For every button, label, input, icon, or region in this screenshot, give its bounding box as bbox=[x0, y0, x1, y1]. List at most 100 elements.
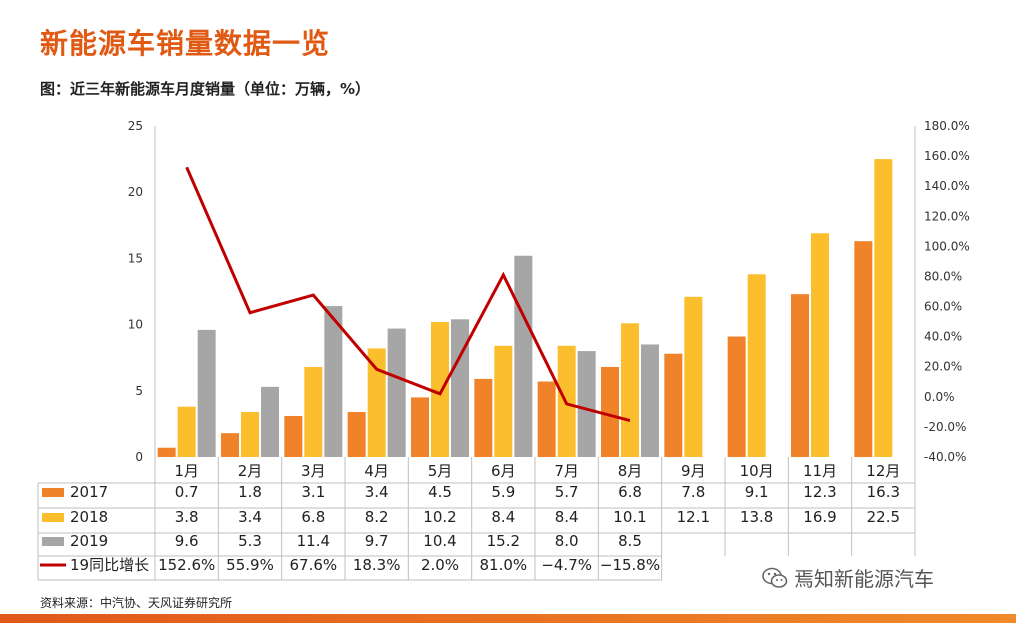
data-label: 5.7 bbox=[555, 483, 579, 501]
y-left-tick: 5 bbox=[135, 384, 143, 398]
data-label: 8.2 bbox=[365, 508, 389, 526]
bar-2019 bbox=[261, 386, 279, 457]
bar-2017 bbox=[284, 415, 303, 457]
data-label: 67.6% bbox=[290, 556, 338, 574]
bar-2018 bbox=[494, 345, 513, 457]
data-label: 8.4 bbox=[555, 508, 579, 526]
source-note: 资料来源：中汽协、天风证券研究所 bbox=[40, 596, 233, 610]
y-right-tick: 100.0% bbox=[924, 239, 970, 253]
data-label: 3.8 bbox=[175, 508, 199, 526]
x-tick-label: 10月 bbox=[740, 462, 774, 480]
bar-2017 bbox=[347, 411, 366, 457]
footer-bar bbox=[0, 614, 1016, 623]
y-right-tick: 140.0% bbox=[924, 179, 970, 193]
y-right-tick: 0.0% bbox=[924, 390, 955, 404]
bar-2017 bbox=[411, 397, 429, 457]
bar-2018 bbox=[747, 274, 766, 457]
bar-2018 bbox=[304, 366, 323, 457]
x-tick-label: 3月 bbox=[301, 462, 326, 480]
bar-2019 bbox=[514, 255, 533, 457]
data-label: 8.4 bbox=[491, 508, 515, 526]
data-label: 10.2 bbox=[423, 508, 456, 526]
bar-2018 bbox=[367, 348, 386, 457]
bar-2019 bbox=[641, 344, 659, 457]
data-label: 5.3 bbox=[238, 532, 262, 550]
page-title: 新能源车销量数据一览 bbox=[40, 27, 331, 60]
bar-2017 bbox=[601, 366, 619, 457]
legend-swatch-2019 bbox=[42, 537, 64, 546]
data-label: 81.0% bbox=[480, 556, 528, 574]
y-right-tick: 180.0% bbox=[924, 119, 970, 133]
bar-2017 bbox=[727, 336, 746, 457]
x-tick-label: 1月 bbox=[174, 462, 199, 480]
data-label: 9.7 bbox=[365, 532, 389, 550]
bar-2017 bbox=[221, 433, 239, 457]
bar-2019 bbox=[451, 319, 469, 457]
data-label: 10.4 bbox=[423, 532, 456, 550]
data-label: 1.8 bbox=[238, 483, 262, 501]
bar-2019 bbox=[577, 351, 596, 457]
chart-subtitle: 图：近三年新能源车月度销量（单位：万辆，%） bbox=[40, 80, 371, 98]
data-label: 22.5 bbox=[867, 508, 900, 526]
legend-label: 2019 bbox=[70, 532, 108, 550]
data-label: 11.4 bbox=[297, 532, 330, 550]
data-label: 6.8 bbox=[301, 508, 325, 526]
data-label: 152.6% bbox=[158, 556, 215, 574]
data-label: 3.4 bbox=[365, 483, 389, 501]
bar-2017 bbox=[474, 378, 493, 457]
legend-swatch-2018 bbox=[42, 513, 64, 522]
data-label: 18.3% bbox=[353, 556, 401, 574]
y-right-tick: -40.0% bbox=[924, 450, 966, 464]
bar-2017 bbox=[791, 294, 809, 457]
x-tick-label: 8月 bbox=[618, 462, 643, 480]
bar-2017 bbox=[537, 381, 556, 457]
data-label: 15.2 bbox=[487, 532, 520, 550]
bar-2019 bbox=[197, 329, 216, 457]
y-right-tick: 120.0% bbox=[924, 209, 970, 223]
data-label: 7.8 bbox=[681, 483, 705, 501]
y-left-tick: 25 bbox=[128, 119, 143, 133]
bar-2018 bbox=[241, 411, 259, 457]
data-label: 5.9 bbox=[491, 483, 515, 501]
data-label: 13.8 bbox=[740, 508, 773, 526]
data-label: 16.9 bbox=[803, 508, 836, 526]
y-right-tick: 40.0% bbox=[924, 330, 962, 344]
x-tick-label: 4月 bbox=[364, 462, 389, 480]
y-right-tick: 160.0% bbox=[924, 149, 970, 163]
x-tick-label: 11月 bbox=[803, 462, 837, 480]
y-right-tick: 20.0% bbox=[924, 360, 962, 374]
y-right-tick: 60.0% bbox=[924, 300, 962, 314]
bar-2018 bbox=[874, 159, 893, 457]
y-right-tick: -20.0% bbox=[924, 420, 966, 434]
data-label: 12.1 bbox=[677, 508, 710, 526]
x-tick-label: 7月 bbox=[554, 462, 579, 480]
x-tick-label: 9月 bbox=[681, 462, 706, 480]
watermark: 焉知新能源汽车 bbox=[762, 563, 934, 592]
y-left-tick: 0 bbox=[135, 450, 143, 464]
data-label: 10.1 bbox=[613, 508, 646, 526]
x-tick-label: 5月 bbox=[428, 462, 453, 480]
data-label: 2.0% bbox=[421, 556, 459, 574]
data-label: 8.0 bbox=[555, 532, 579, 550]
bar-2017 bbox=[854, 241, 873, 457]
wechat-icon bbox=[762, 567, 788, 588]
data-label: 9.6 bbox=[175, 532, 199, 550]
data-label: 6.8 bbox=[618, 483, 642, 501]
y-right-tick: 80.0% bbox=[924, 269, 962, 283]
legend-swatch-2017 bbox=[42, 488, 64, 497]
bar-2018 bbox=[684, 296, 703, 457]
y-left-tick: 10 bbox=[128, 318, 143, 332]
legend-label: 2017 bbox=[70, 483, 108, 501]
data-label: 8.5 bbox=[618, 532, 642, 550]
bar-2018 bbox=[431, 321, 449, 457]
bar-2018 bbox=[621, 323, 639, 457]
bar-2017 bbox=[664, 353, 683, 457]
bar-2019 bbox=[387, 328, 406, 457]
bar-2019 bbox=[324, 306, 343, 457]
data-label: 0.7 bbox=[175, 483, 199, 501]
watermark-text: 焉知新能源汽车 bbox=[794, 567, 934, 591]
data-label: 12.3 bbox=[803, 483, 836, 501]
data-label: 4.5 bbox=[428, 483, 452, 501]
growth-line bbox=[185, 166, 631, 423]
